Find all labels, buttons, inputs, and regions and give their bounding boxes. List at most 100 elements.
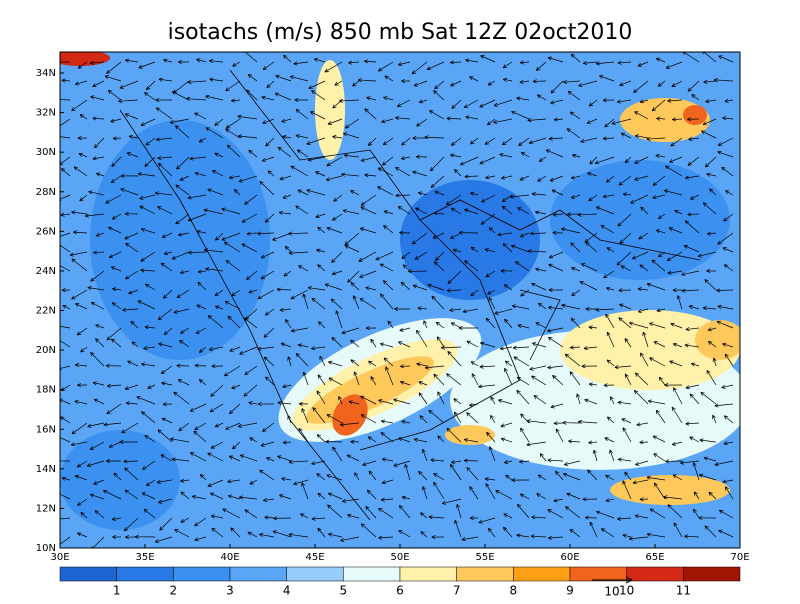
wind-arrow [60, 536, 71, 545]
wind-arrow [244, 194, 258, 205]
wind-arrow [140, 227, 156, 234]
wind-arrow [706, 268, 717, 274]
wind-arrow [110, 175, 122, 183]
wind-arrow [155, 107, 173, 120]
wind-arrow [547, 56, 564, 63]
wind-arrow [604, 437, 615, 443]
wind-arrow [570, 194, 581, 199]
wind-arrow [179, 270, 190, 275]
wind-arrow [616, 251, 632, 266]
wind-arrow [689, 393, 700, 405]
wind-arrow [582, 497, 598, 502]
wind-arrow [138, 61, 156, 69]
wind-arrow [141, 492, 156, 500]
wind-arrow [112, 136, 122, 141]
wind-arrow [706, 172, 717, 177]
wind-arrow [71, 99, 88, 112]
wind-arrow [513, 356, 530, 367]
colorbar-box [59, 566, 117, 582]
wind-arrow [307, 286, 326, 291]
wind-arrow [350, 439, 360, 444]
wind-arrow [502, 243, 513, 253]
wind-arrow [531, 192, 547, 197]
wind-arrow [112, 287, 122, 292]
wind-arrow [290, 327, 309, 333]
wind-arrow [469, 402, 479, 407]
wind-arrow [433, 211, 445, 216]
wind-arrow [501, 175, 513, 180]
wind-arrow [367, 436, 377, 443]
wind-arrow [180, 491, 190, 500]
wind-arrow [194, 517, 207, 527]
wind-arrow [582, 61, 598, 66]
wind-arrow [289, 75, 309, 82]
wind-arrow [642, 331, 649, 348]
wind-arrow [136, 396, 156, 405]
wind-arrow [520, 151, 530, 158]
x-tick-label: 30E [50, 552, 69, 563]
wind-arrow [469, 76, 479, 82]
wind-arrow [700, 391, 717, 405]
wind-arrow [307, 156, 326, 162]
wind-arrow [341, 172, 360, 177]
wind-arrow [226, 144, 241, 158]
wind-arrow [434, 190, 445, 196]
wind-arrow [60, 194, 71, 201]
wind-arrow [723, 441, 734, 446]
axis-ticks: 30E 35E 40E 45E 50E 55E 60E 65E 70E 10N 12N 14N 16N 1… [36, 68, 750, 563]
wind-arrow [377, 167, 394, 177]
wind-arrow [264, 515, 275, 520]
wind-arrow [224, 365, 241, 377]
wind-arrow [316, 434, 326, 443]
wind-arrow [495, 489, 513, 500]
wind-arrow [555, 428, 564, 443]
wind-arrow [280, 342, 292, 348]
wind-arrow [359, 270, 377, 278]
wind-arrow [634, 134, 649, 139]
wind-arrow [110, 266, 122, 272]
wind-arrow [257, 346, 275, 351]
wind-arrow [705, 99, 717, 104]
wind-arrow [565, 506, 581, 519]
wind-arrow [536, 493, 547, 500]
wind-arrow [599, 74, 615, 82]
wind-arrow [241, 213, 258, 223]
wind-arrow [324, 283, 343, 291]
wind-arrow [364, 108, 377, 120]
wind-arrow [446, 427, 462, 443]
wind-arrow [649, 357, 666, 367]
wind-arrow [380, 432, 394, 443]
wind-arrow [313, 57, 326, 63]
wind-arrow [499, 346, 513, 351]
wind-arrow [175, 213, 190, 225]
wind-arrow [633, 389, 649, 405]
wind-arrow [189, 452, 207, 462]
wind-arrow [87, 422, 105, 428]
wind-arrow [479, 341, 496, 348]
wind-arrow [259, 180, 275, 196]
wind-arrow [585, 241, 598, 253]
wind-arrow [194, 422, 207, 431]
wind-arrow [295, 134, 309, 139]
wind-arrow [702, 202, 717, 215]
wind-arrow [75, 303, 88, 310]
wind-arrow [331, 270, 343, 276]
wind-arrow [90, 301, 105, 310]
wind-arrow [687, 117, 700, 122]
wind-arrow [463, 99, 479, 109]
wind-arrow [617, 60, 632, 65]
wind-arrow [145, 137, 156, 146]
y-tick-label: 26N [36, 226, 56, 237]
wind-arrow [721, 166, 734, 177]
wind-arrow [516, 376, 530, 386]
wind-arrow [326, 226, 343, 234]
wind-arrow [568, 439, 581, 444]
wind-arrow [347, 513, 360, 519]
isotach-field [60, 52, 740, 548]
wind-arrow [207, 479, 224, 487]
wind-arrow [385, 366, 394, 386]
wind-arrow [618, 175, 632, 186]
wind-arrow [89, 493, 105, 500]
wind-arrow [288, 250, 309, 256]
wind-arrow [311, 516, 326, 521]
